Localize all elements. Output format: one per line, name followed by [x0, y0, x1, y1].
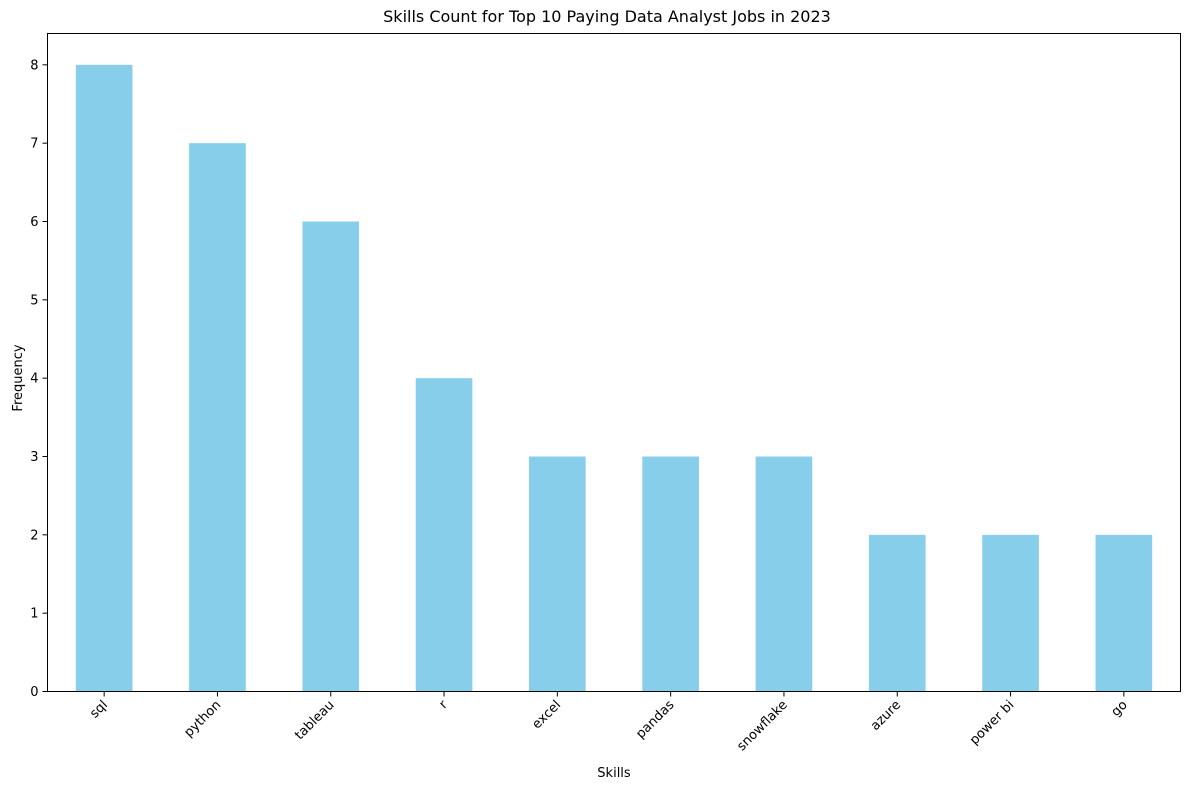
bar-r	[415, 378, 473, 692]
bar-tableau	[302, 221, 360, 692]
bar-power-bi	[982, 534, 1039, 692]
y-tick-label: 7	[30, 137, 38, 152]
x-axis: sql python tableau r excel pandas snowflake azu…	[87, 691, 1131, 754]
bars-group	[75, 64, 1153, 692]
y-tick-label: 4	[30, 372, 38, 387]
bar-go	[1095, 534, 1153, 692]
bar-sql	[75, 64, 133, 692]
y-tick-label: 1	[30, 607, 38, 622]
y-tick-label: 5	[30, 293, 38, 308]
x-tick-label: tableau	[292, 698, 337, 743]
bar-azure	[868, 534, 926, 692]
y-axis: 0 1 2 3 4 5 6 7 8	[30, 58, 48, 700]
y-tick-label: 6	[30, 215, 38, 230]
x-tick-label: go	[1109, 698, 1131, 720]
bar-snowflake	[755, 456, 813, 692]
y-axis-label: Frequency	[11, 344, 26, 411]
y-tick-label: 3	[30, 450, 38, 465]
x-tick-label: pandas	[633, 698, 677, 742]
bar-excel	[529, 456, 586, 692]
plot-frame	[47, 33, 1181, 692]
y-tick-label: 2	[30, 528, 38, 543]
x-tick-label: azure	[868, 698, 904, 734]
x-tick-label: python	[182, 698, 225, 741]
x-tick-label: r	[436, 697, 451, 712]
x-tick-label: power bi	[967, 698, 1017, 748]
y-tick-label: 0	[30, 685, 38, 700]
x-tick-label: snowflake	[734, 698, 790, 754]
bar-python	[189, 143, 246, 692]
x-tick-label: excel	[530, 698, 565, 733]
y-tick-label: 8	[30, 58, 38, 73]
bar-pandas	[642, 456, 699, 692]
x-axis-label: Skills	[597, 766, 631, 781]
chart-title: Skills Count for Top 10 Paying Data Anal…	[383, 7, 831, 26]
x-tick-label: sql	[87, 698, 111, 722]
